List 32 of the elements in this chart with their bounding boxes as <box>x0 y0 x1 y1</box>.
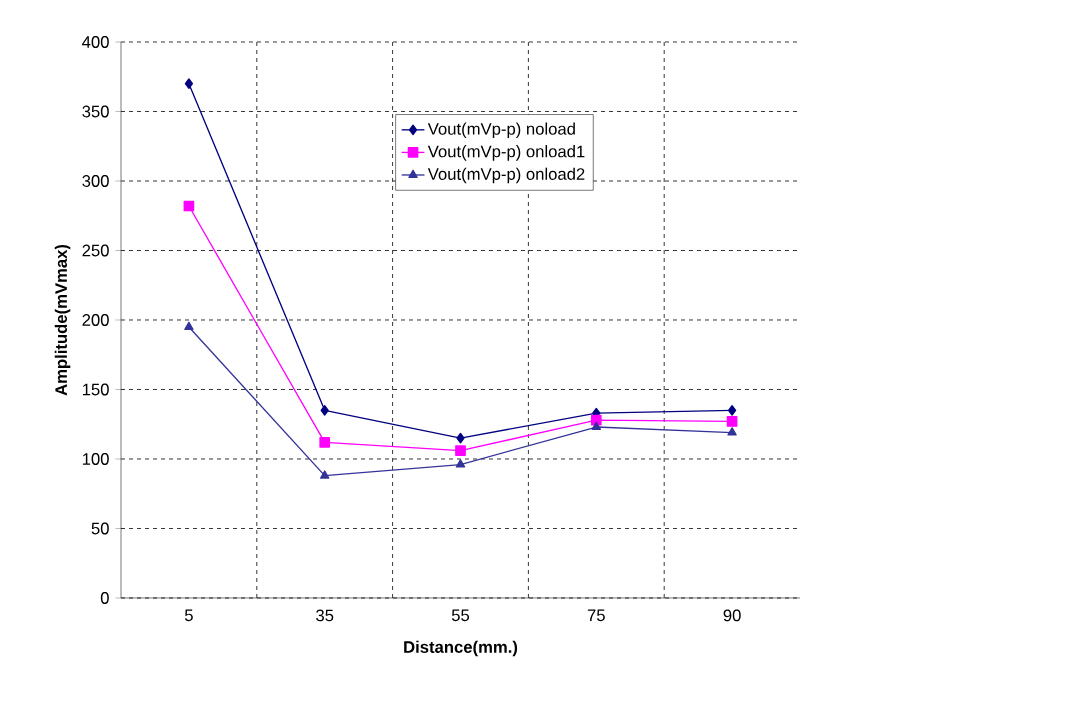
point <box>726 416 738 427</box>
point <box>319 470 330 479</box>
y-tick-label: 400 <box>82 36 109 48</box>
point <box>727 427 737 436</box>
x-tick-label: 75 <box>587 609 605 622</box>
point <box>727 405 737 416</box>
legend-label: Vout(mVp-p) onload1 <box>427 145 585 161</box>
y-tick-label: 200 <box>82 314 109 326</box>
x-tick-label: 35 <box>316 609 334 622</box>
point <box>590 414 602 426</box>
legend-label: Vout(mVp-p) onload2 <box>427 167 585 184</box>
legend-label: Vout(mVp-p) noload <box>427 122 575 139</box>
x-tick-label: 5 <box>184 609 193 622</box>
point <box>320 405 329 416</box>
point <box>455 459 466 468</box>
point <box>184 321 194 330</box>
point <box>319 436 331 448</box>
y-tick-label: 100 <box>82 453 109 465</box>
y-tick-label: 350 <box>82 105 109 118</box>
point <box>455 445 466 456</box>
y-tick-label: 250 <box>82 244 109 257</box>
y-axis-title: Amplitude(mVmax) <box>54 244 71 396</box>
x-axis-title: Distance(mm.) <box>404 640 518 657</box>
point <box>184 78 194 90</box>
x-tick-label: 90 <box>723 609 741 622</box>
y-tick-label: 50 <box>91 522 109 535</box>
y-tick-label: 300 <box>82 175 109 187</box>
point <box>456 432 465 444</box>
y-tick-label: 0 <box>100 592 109 604</box>
point <box>591 421 602 431</box>
y-tick-label: 150 <box>82 383 109 396</box>
x-tick-label: 55 <box>451 609 470 622</box>
